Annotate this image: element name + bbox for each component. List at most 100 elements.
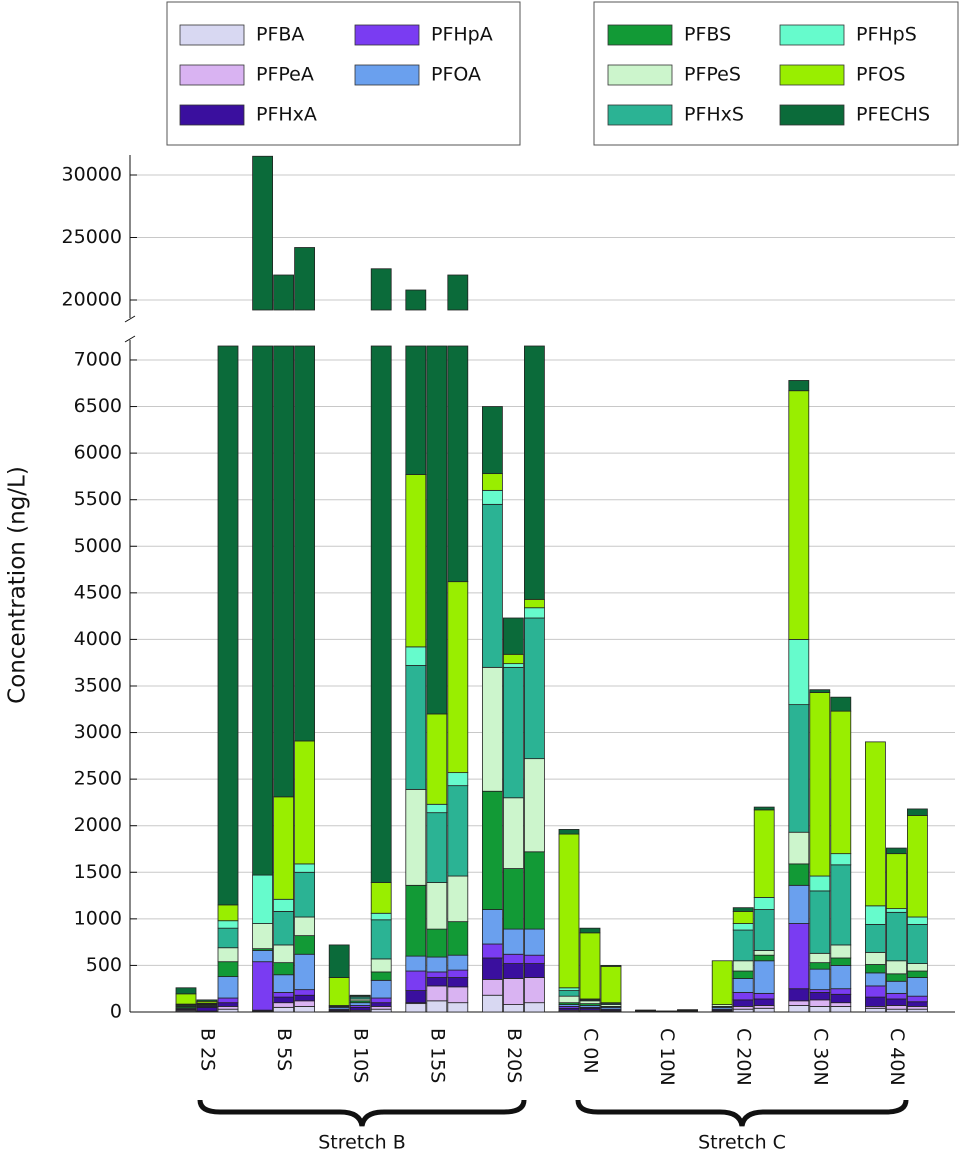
bar-segment: [788, 390, 810, 640]
bar-segment: [294, 1000, 316, 1007]
bar-segment: [349, 1002, 371, 1006]
bar-segment: [558, 829, 580, 835]
bar-segment: [273, 1006, 295, 1013]
y-tick-label: 5000: [74, 535, 122, 557]
bar-segment: [405, 474, 427, 648]
bar-segment: [273, 796, 295, 900]
bar-segment: [405, 990, 427, 1004]
y-tick-label: 20000: [62, 289, 122, 311]
legend-swatch: [179, 104, 245, 126]
bar-segment: [732, 1008, 754, 1013]
bar-segment: [732, 911, 754, 924]
bar-segment: [865, 951, 886, 965]
bar-segment: [865, 924, 886, 953]
legend-label: PFHpA: [431, 24, 493, 46]
y-tick-label: 0: [110, 1001, 122, 1023]
bar-segment: [558, 833, 580, 989]
bar-segment: [447, 345, 469, 583]
bar-segment: [732, 907, 754, 912]
bar-segment: [524, 607, 545, 619]
bar-segment: [481, 957, 503, 980]
bar-segment: [273, 1002, 295, 1008]
legend-label: PFPeA: [256, 64, 314, 86]
bar-segment: [294, 871, 316, 918]
bar-segment: [328, 944, 350, 978]
bar-segment: [370, 1002, 392, 1007]
bar-segment: [753, 806, 775, 811]
legend-label: PFBA: [256, 24, 304, 46]
bar-segment: [865, 964, 886, 974]
bar-segment: [370, 912, 392, 921]
bar-segment: [426, 928, 448, 958]
bar-segment: [886, 911, 907, 962]
bar-segment: [426, 803, 448, 814]
bar-segment: [481, 666, 503, 792]
bar-segment: [886, 1008, 907, 1013]
bar-segment: [830, 696, 852, 712]
legend-swatch: [354, 24, 420, 46]
bar-segment: [600, 965, 622, 1004]
bar-segment: [328, 977, 350, 1006]
bar-segment: [753, 992, 775, 1000]
bar-segment: [865, 741, 886, 907]
bar-segment: [502, 868, 524, 930]
legend-swatch: [779, 24, 845, 46]
bar-segment: [886, 908, 907, 913]
bar-segment: [502, 617, 524, 655]
bar-segment: [711, 960, 733, 1005]
bar-segment: [294, 1006, 316, 1013]
bar-segment: [426, 956, 448, 973]
bar-segment: [252, 345, 274, 876]
bar-segment: [907, 995, 928, 1003]
bar-segment: [405, 646, 427, 666]
bar-segment: [426, 345, 448, 715]
bar-segment: [273, 944, 295, 964]
bar-segment: [405, 665, 427, 790]
bar-segment: [788, 1000, 810, 1006]
bar-segment: [370, 268, 392, 311]
bar-segment: [600, 965, 622, 967]
bar-segment: [273, 274, 295, 311]
bar-segment: [732, 1006, 754, 1010]
bar-segment: [865, 985, 886, 998]
bar-segment: [558, 990, 580, 997]
bar-segment: [788, 704, 810, 833]
bar-segment: [447, 772, 469, 787]
bar-segment: [294, 740, 316, 865]
bar-segment: [370, 1006, 392, 1010]
bar-segment: [370, 882, 392, 914]
x-tick-label: B 20S: [503, 1028, 525, 1083]
bar-segment: [481, 909, 503, 945]
bar-segment: [175, 993, 197, 1005]
bar-segment: [175, 987, 197, 995]
y-tick-label: 500: [86, 954, 122, 976]
bar-segment: [217, 920, 239, 929]
x-tick-label: C 20N: [733, 1028, 755, 1086]
bar-segment: [788, 884, 810, 924]
bar-segment: [809, 952, 831, 964]
bar-segment: [809, 992, 831, 1001]
bar-segment: [809, 692, 831, 877]
bar-segment: [426, 1000, 448, 1013]
bar-segment: [217, 345, 239, 906]
legend-label: PFOA: [431, 64, 481, 86]
bar-segment: [524, 954, 545, 964]
bar-segment: [809, 968, 831, 991]
bar-segment: [524, 963, 545, 978]
group-label: Stretch B: [318, 1132, 406, 1154]
y-tick-label: 25000: [62, 226, 122, 248]
y-tick-label: 30000: [62, 164, 122, 186]
y-tick-label: 4000: [74, 628, 122, 650]
bar-segment: [524, 617, 545, 760]
x-tick-label: C 10N: [656, 1028, 678, 1086]
bar-segment: [370, 1008, 392, 1013]
bar-segment: [481, 489, 503, 505]
bar-segment: [426, 977, 448, 987]
y-tick-label: 1000: [74, 907, 122, 929]
bar-segment: [809, 962, 831, 970]
bar-segment: [579, 927, 601, 934]
bar-segment: [252, 961, 274, 1011]
bar-segment: [502, 963, 524, 979]
axis-break: [124, 315, 136, 343]
